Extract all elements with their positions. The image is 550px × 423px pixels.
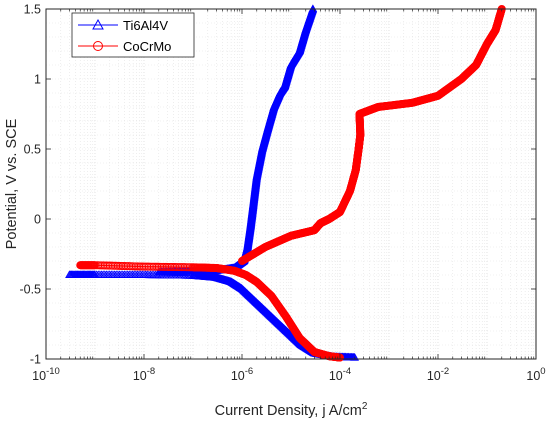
- cocrmo-cathodic-markers: [76, 261, 344, 362]
- x-tick-label: 10-4: [329, 366, 351, 383]
- minor-grid: [45, 8, 536, 360]
- x-tick-label: 10-2: [427, 366, 449, 383]
- y-tick-label: -0.5: [19, 283, 41, 297]
- legend-marker-cocrmo: [93, 41, 103, 51]
- plot-frame: [45, 8, 537, 360]
- y-tick-label: 1: [34, 73, 41, 87]
- data-point: [308, 4, 318, 13]
- y-tick-label: 0.5: [24, 143, 41, 157]
- legend: Ti6Al4V CoCrMo: [71, 12, 195, 58]
- x-tick-label: 10-10: [32, 366, 60, 383]
- y-axis-label: Potential, V vs. SCE: [4, 118, 20, 249]
- y-tick-label: 0: [34, 213, 41, 227]
- x-tick-label: 100: [526, 366, 545, 383]
- y-tick-label: -1: [30, 353, 41, 367]
- series-cocrmo: [76, 5, 506, 362]
- legend-label-ti6al4v: Ti6Al4V: [123, 18, 168, 33]
- legend-marker-ti6al4v: [92, 18, 104, 30]
- legend-label-cocrmo: CoCrMo: [123, 39, 171, 54]
- axis-ticks: 10-10 10-8 10-6 10-4 10-2 100 -1 -0.5 0 0.5 1 1.5: [19, 3, 545, 384]
- data-point: [350, 352, 360, 361]
- x-tick-label: 10-6: [231, 366, 253, 383]
- x-axis-label: Current Density, j A/cm2: [215, 401, 368, 419]
- cocrmo-anodic-markers: [237, 5, 506, 265]
- series-layer: [65, 4, 506, 362]
- x-tick-label: 10-8: [133, 366, 155, 383]
- y-tick-label: 1.5: [24, 3, 41, 17]
- legend-box: [71, 12, 195, 58]
